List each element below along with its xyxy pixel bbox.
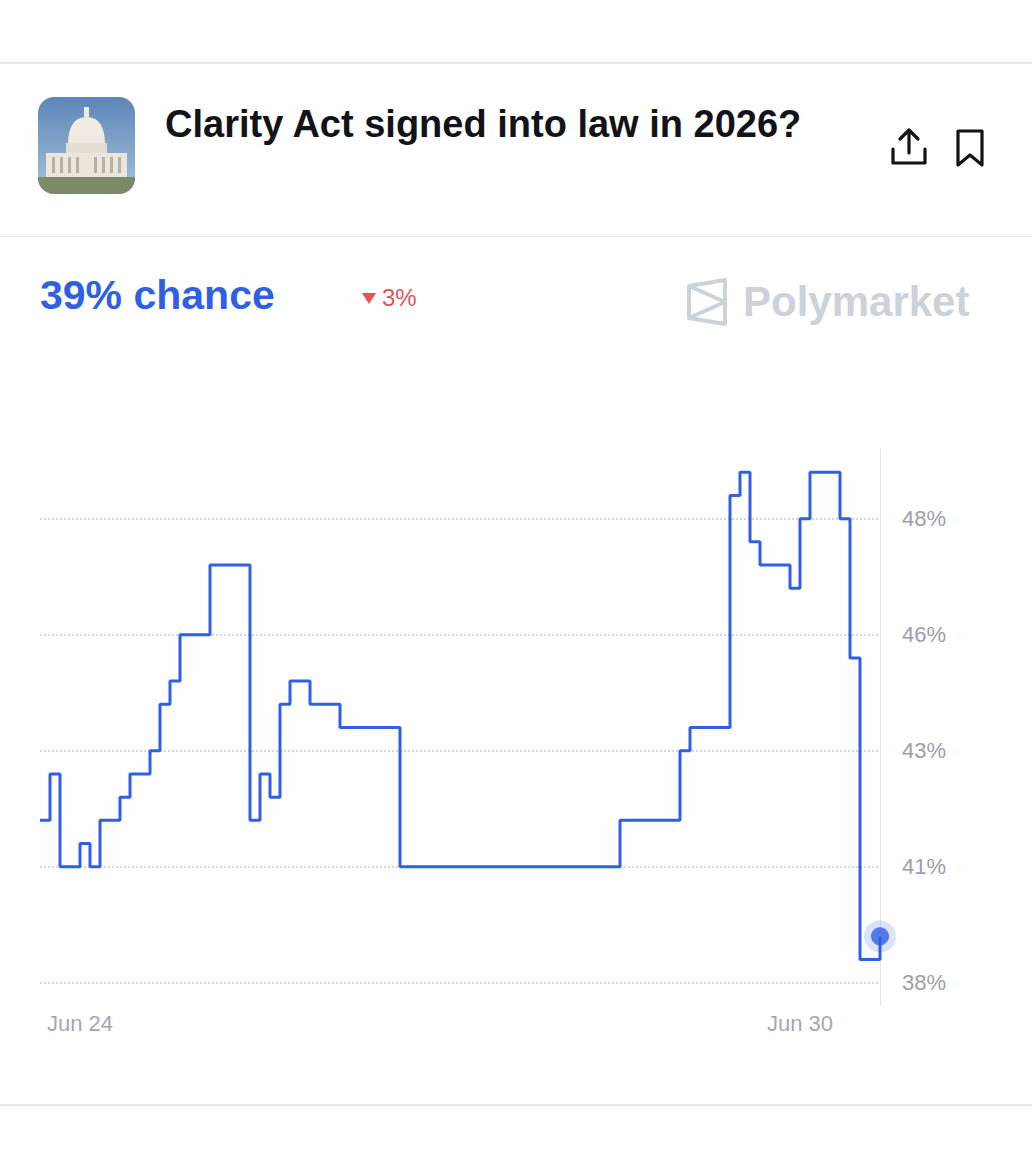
svg-text:48%: 48% (902, 506, 946, 531)
html-text:Clarity Act signed into law in: Clarity Act signed into law in 2026? (165, 103, 802, 145)
svg-text:41%: 41% (902, 854, 946, 879)
html-text:Polymarket: Polymarket (743, 278, 970, 325)
svg-text:38%: 38% (902, 970, 946, 995)
html-text:39% chance: 39% chance (40, 272, 275, 318)
svg-text:46%: 46% (902, 622, 946, 647)
html-text:3%: 3% (382, 284, 417, 311)
svg-text:Jun 24: Jun 24 (47, 1011, 113, 1036)
svg-text:43%: 43% (902, 738, 946, 763)
svg-text:Jun 30: Jun 30 (767, 1011, 833, 1036)
